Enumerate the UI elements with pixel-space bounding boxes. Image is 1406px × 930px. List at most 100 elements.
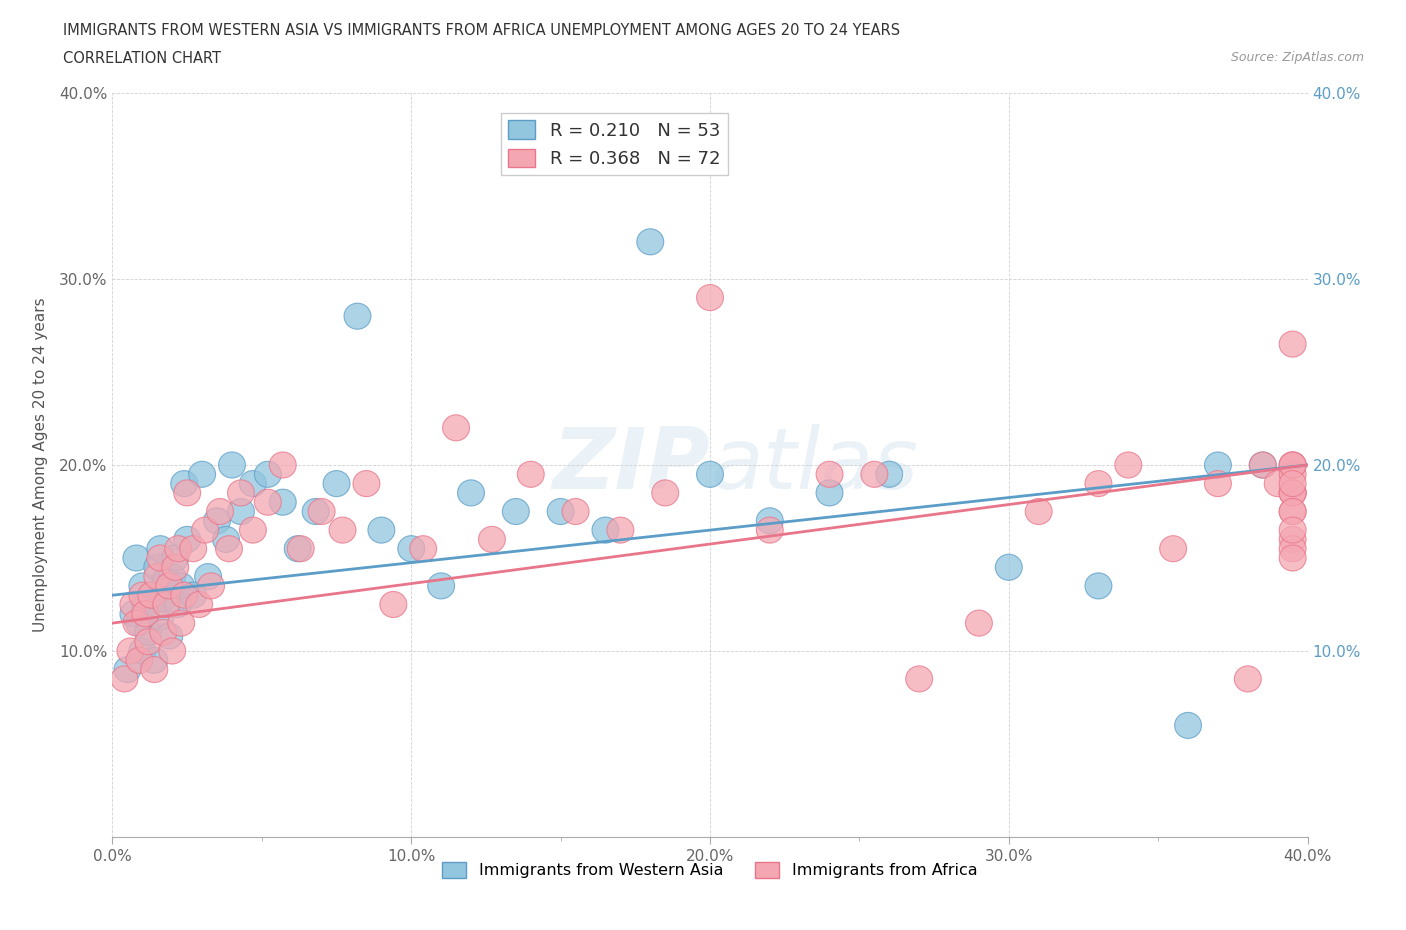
Ellipse shape: [122, 545, 150, 571]
Ellipse shape: [756, 508, 783, 534]
Ellipse shape: [162, 554, 188, 580]
Ellipse shape: [1279, 480, 1306, 506]
Ellipse shape: [308, 498, 335, 525]
Ellipse shape: [165, 591, 191, 618]
Ellipse shape: [1279, 452, 1306, 478]
Ellipse shape: [215, 536, 242, 562]
Ellipse shape: [876, 461, 903, 487]
Ellipse shape: [146, 536, 174, 562]
Ellipse shape: [547, 498, 574, 525]
Ellipse shape: [966, 610, 993, 636]
Ellipse shape: [1279, 545, 1306, 571]
Ellipse shape: [180, 536, 207, 562]
Ellipse shape: [212, 526, 239, 552]
Ellipse shape: [114, 657, 141, 683]
Ellipse shape: [143, 564, 170, 590]
Ellipse shape: [1279, 498, 1306, 525]
Ellipse shape: [302, 498, 329, 525]
Ellipse shape: [329, 517, 356, 543]
Ellipse shape: [117, 638, 143, 664]
Ellipse shape: [1279, 331, 1306, 357]
Ellipse shape: [1234, 666, 1261, 692]
Ellipse shape: [143, 554, 170, 580]
Text: Source: ZipAtlas.com: Source: ZipAtlas.com: [1230, 51, 1364, 64]
Ellipse shape: [1279, 452, 1306, 478]
Ellipse shape: [1205, 471, 1232, 497]
Ellipse shape: [270, 452, 297, 478]
Ellipse shape: [1250, 452, 1277, 478]
Ellipse shape: [1115, 452, 1142, 478]
Ellipse shape: [254, 461, 281, 487]
Ellipse shape: [228, 498, 254, 525]
Text: atlas: atlas: [710, 423, 918, 507]
Ellipse shape: [1279, 517, 1306, 543]
Ellipse shape: [562, 498, 589, 525]
Ellipse shape: [860, 461, 887, 487]
Ellipse shape: [637, 229, 664, 255]
Ellipse shape: [135, 619, 162, 645]
Ellipse shape: [111, 666, 138, 692]
Ellipse shape: [186, 591, 212, 618]
Ellipse shape: [180, 582, 207, 608]
Ellipse shape: [162, 545, 188, 571]
Ellipse shape: [457, 480, 485, 506]
Ellipse shape: [1085, 471, 1112, 497]
Ellipse shape: [368, 517, 395, 543]
Ellipse shape: [127, 610, 153, 636]
Ellipse shape: [174, 526, 201, 552]
Ellipse shape: [696, 461, 724, 487]
Ellipse shape: [127, 647, 153, 673]
Ellipse shape: [1279, 480, 1306, 506]
Ellipse shape: [141, 647, 167, 673]
Ellipse shape: [1250, 452, 1277, 478]
Ellipse shape: [138, 582, 165, 608]
Ellipse shape: [138, 582, 165, 608]
Ellipse shape: [188, 461, 215, 487]
Ellipse shape: [122, 610, 150, 636]
Ellipse shape: [592, 517, 619, 543]
Ellipse shape: [1279, 498, 1306, 525]
Ellipse shape: [146, 545, 174, 571]
Ellipse shape: [167, 610, 194, 636]
Ellipse shape: [218, 452, 246, 478]
Ellipse shape: [478, 526, 505, 552]
Ellipse shape: [409, 536, 437, 562]
Text: IMMIGRANTS FROM WESTERN ASIA VS IMMIGRANTS FROM AFRICA UNEMPLOYMENT AMONG AGES 2: IMMIGRANTS FROM WESTERN ASIA VS IMMIGRAN…: [63, 23, 900, 38]
Ellipse shape: [204, 508, 231, 534]
Ellipse shape: [1205, 452, 1232, 478]
Ellipse shape: [502, 498, 529, 525]
Ellipse shape: [995, 554, 1022, 580]
Ellipse shape: [159, 638, 186, 664]
Ellipse shape: [344, 303, 371, 329]
Ellipse shape: [1279, 526, 1306, 552]
Ellipse shape: [323, 471, 350, 497]
Ellipse shape: [1279, 471, 1306, 497]
Ellipse shape: [905, 666, 932, 692]
Y-axis label: Unemployment Among Ages 20 to 24 years: Unemployment Among Ages 20 to 24 years: [32, 298, 48, 632]
Ellipse shape: [156, 623, 183, 649]
Ellipse shape: [254, 489, 281, 515]
Ellipse shape: [132, 591, 159, 618]
Ellipse shape: [141, 657, 167, 683]
Ellipse shape: [170, 582, 198, 608]
Ellipse shape: [1085, 573, 1112, 599]
Ellipse shape: [1264, 471, 1291, 497]
Ellipse shape: [1279, 461, 1306, 487]
Ellipse shape: [146, 604, 174, 631]
Ellipse shape: [167, 573, 194, 599]
Ellipse shape: [652, 480, 679, 506]
Ellipse shape: [156, 573, 183, 599]
Ellipse shape: [1279, 452, 1306, 478]
Ellipse shape: [198, 573, 225, 599]
Ellipse shape: [696, 285, 724, 311]
Ellipse shape: [239, 471, 266, 497]
Ellipse shape: [120, 591, 146, 618]
Ellipse shape: [815, 480, 844, 506]
Ellipse shape: [607, 517, 634, 543]
Ellipse shape: [207, 498, 233, 525]
Ellipse shape: [353, 471, 380, 497]
Ellipse shape: [170, 471, 198, 497]
Text: ZIP: ZIP: [553, 423, 710, 507]
Ellipse shape: [129, 582, 156, 608]
Ellipse shape: [1279, 536, 1306, 562]
